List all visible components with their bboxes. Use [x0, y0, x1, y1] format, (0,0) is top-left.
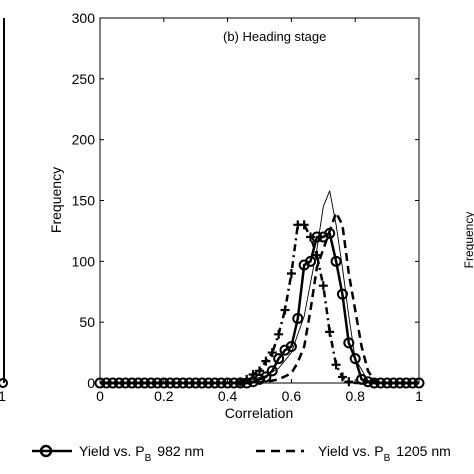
series-line-dashdot-plus — [100, 223, 419, 385]
y-tick-label: 50 — [79, 314, 95, 330]
data-point-circle — [241, 377, 253, 389]
data-point-circle — [285, 341, 297, 352]
series-line-dashed — [100, 211, 419, 385]
data-point-circle — [387, 377, 399, 389]
data-point-circle — [183, 377, 195, 389]
data-point-circle — [362, 376, 374, 388]
data-point-circle — [266, 365, 278, 377]
data-point-plus — [299, 220, 309, 230]
y-tick-label: 300 — [72, 10, 96, 26]
y-tick-label: 100 — [72, 253, 96, 269]
data-point-plus — [274, 329, 284, 339]
data-point-circle — [215, 377, 227, 389]
data-point-circle — [234, 377, 246, 389]
data-point-circle — [381, 377, 393, 389]
y-axis-label: Frequency — [48, 167, 64, 233]
data-point-plus — [280, 305, 290, 315]
x-tick-label: 0.8 — [345, 388, 365, 404]
data-point-circle — [190, 377, 202, 389]
data-point-circle — [158, 377, 170, 389]
data-point-circle — [228, 377, 240, 389]
data-point-circle — [311, 231, 323, 243]
axes-box — [99, 17, 420, 384]
data-point-plus — [286, 269, 296, 278]
x-tick-label: 0 — [96, 388, 104, 404]
data-point-circle — [171, 377, 183, 389]
left-panel-marker — [0, 378, 8, 388]
data-point-circle — [349, 353, 361, 365]
x-axis-label: Correlation — [225, 405, 293, 421]
data-point-circle — [356, 373, 368, 385]
data-point-circle — [260, 371, 272, 383]
data-point-circle — [324, 227, 336, 239]
left-panel-tick-label: 1 — [0, 388, 6, 404]
data-point-circle — [394, 377, 406, 389]
right-panel-ylabel-fragment: Frequency — [462, 212, 474, 269]
series-line-solid-circle — [100, 232, 419, 385]
data-point-circle — [343, 337, 355, 349]
data-point-circle — [273, 353, 285, 365]
axis-ticks: 0 0.2 0.4 0.6 0.8 1 0 50 100 150 200 250 300 — [72, 10, 423, 404]
data-point-circle — [177, 377, 189, 389]
data-point-plus — [331, 360, 341, 370]
y-tick-label: 150 — [72, 193, 96, 209]
series-layer — [94, 190, 425, 389]
data-point-circle — [113, 377, 125, 389]
data-point-circle — [120, 377, 132, 389]
data-point-circle — [413, 377, 425, 389]
series-line-thin-solid — [100, 190, 419, 384]
chart-title: (b) Heading stage — [223, 29, 326, 44]
x-tick-label: 1 — [415, 388, 423, 404]
data-point-circle — [368, 377, 380, 389]
data-point-circle — [196, 377, 208, 389]
data-point-plus — [318, 281, 328, 291]
data-point-plus — [325, 327, 335, 337]
data-point-plus — [255, 366, 264, 376]
data-point-circle — [202, 377, 214, 389]
data-point-circle — [292, 313, 304, 325]
data-point-circle — [407, 377, 419, 389]
data-point-circle — [151, 377, 163, 389]
legend-item-982: Yield vs. PB 982 nm — [32, 443, 204, 464]
data-point-circle — [375, 377, 387, 389]
data-point-circle — [209, 377, 221, 389]
y-tick-label: 200 — [72, 132, 96, 148]
data-point-circle — [100, 377, 112, 389]
legend-swatch-circle — [39, 444, 53, 458]
data-point-circle — [222, 377, 234, 389]
x-tick-label: 0.2 — [154, 388, 174, 404]
data-point-circle — [330, 255, 342, 267]
legend-item-1205: Yield vs. PB 1205 nm — [256, 443, 451, 464]
data-point-circle — [164, 377, 176, 389]
data-point-circle — [107, 377, 119, 389]
data-point-circle — [145, 377, 157, 389]
left-panel-fragment: 1 — [0, 18, 8, 404]
y-tick-label: 250 — [72, 71, 96, 87]
data-point-plus — [267, 348, 277, 358]
data-point-plus — [306, 232, 316, 242]
data-point-circle — [94, 377, 106, 389]
data-point-circle — [247, 376, 259, 388]
data-point-circle — [132, 377, 144, 389]
legend-label-1205: Yield vs. PB 1205 nm — [318, 443, 451, 464]
data-point-circle — [336, 288, 348, 300]
data-point-circle — [254, 373, 265, 385]
data-point-circle — [139, 377, 151, 389]
data-point-circle — [126, 377, 138, 389]
data-point-circle — [305, 255, 317, 267]
legend-label-982: Yield vs. PB 982 nm — [79, 443, 204, 464]
data-point-circle — [400, 377, 412, 389]
y-tick-label: 0 — [87, 375, 95, 391]
data-point-plus — [261, 356, 271, 366]
data-point-plus — [344, 377, 354, 387]
data-point-plus — [337, 372, 347, 382]
x-tick-label: 0.6 — [282, 388, 302, 404]
legend: Yield vs. PB 982 nm Yield vs. PB 1205 nm — [32, 443, 451, 464]
plot-area — [99, 17, 420, 384]
x-tick-label: 0.4 — [218, 388, 238, 404]
